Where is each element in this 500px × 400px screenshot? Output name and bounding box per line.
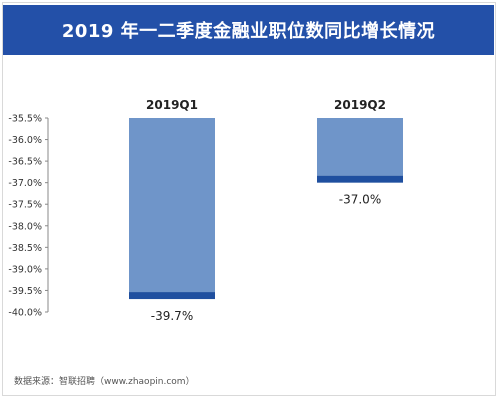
y-tick-label: -37.5%: [8, 200, 42, 211]
y-tick-label: -38.5%: [8, 243, 42, 254]
bar-2019q2: [317, 118, 403, 176]
data-label: -37.0%: [339, 193, 381, 207]
y-tick-label: -36.0%: [8, 135, 42, 146]
y-tick-label: -36.5%: [8, 157, 42, 168]
bar-cap-2019q1: [129, 292, 215, 300]
y-tick-label: -39.5%: [8, 286, 42, 297]
chart-frame: [2, 2, 496, 396]
y-tick-label: -35.5%: [8, 114, 42, 125]
y-tick-label: -38.0%: [8, 221, 42, 232]
chart-title: 2019 年一二季度金融业职位数同比增长情况: [3, 5, 494, 55]
y-tick-label: -40.0%: [8, 308, 42, 319]
data-label: -39.7%: [151, 309, 193, 323]
bar-2019q1: [129, 118, 215, 293]
category-label: 2019Q2: [334, 98, 386, 112]
bars: 2019Q1 -39.7% 2019Q2 -37.0%: [129, 98, 403, 323]
bar-cap-2019q2: [317, 175, 403, 183]
category-label: 2019Q1: [146, 98, 198, 112]
y-tick-label: -39.0%: [8, 264, 42, 275]
y-axis-ticks: -35.5% -36.0% -36.5% -37.0% -37.5% -38.0% -38.…: [8, 114, 48, 319]
source-note: 数据来源：智联招聘（www.zhaopin.com）: [14, 377, 195, 387]
y-tick-label: -37.0%: [8, 178, 42, 189]
